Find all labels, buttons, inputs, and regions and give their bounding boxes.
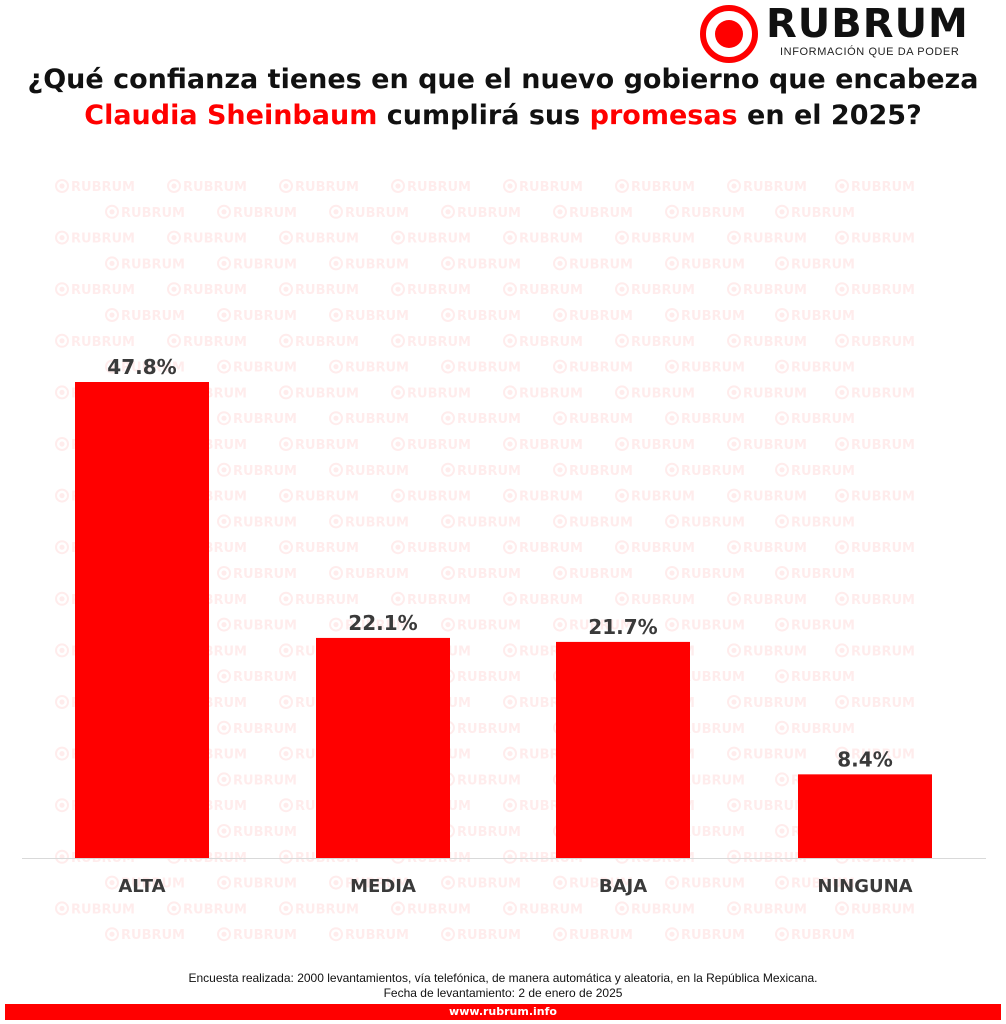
category-label-baja: BAJA xyxy=(599,876,647,897)
footnote-method: Encuesta realizada: 2000 levantamientos,… xyxy=(188,971,818,985)
bar-baja xyxy=(556,641,690,858)
footer-url[interactable]: www.rubrum.info xyxy=(449,1005,557,1018)
title-text-1: ¿Qué confianza tienes en que el nuevo go… xyxy=(27,64,979,95)
bar-alta xyxy=(75,382,209,858)
category-label-ninguna: NINGUNA xyxy=(817,876,912,897)
category-label-media: MEDIA xyxy=(350,876,416,897)
brand-logo: RUBRUM INFORMACIÓN QUE DA PODER xyxy=(700,1,990,63)
logo-wordmark: RUBRUM xyxy=(766,1,969,47)
category-label-alta: ALTA xyxy=(118,876,165,897)
title-text-3: en el 2025? xyxy=(737,100,922,131)
title-text-2: cumplirá sus xyxy=(377,100,590,131)
footnote-date: Fecha de levantamiento: 2 de enero de 20… xyxy=(383,986,623,1000)
title-highlight-promesas: promesas xyxy=(589,100,738,131)
logo-tagline: INFORMACIÓN QUE DA PODER xyxy=(780,46,960,58)
bar-ninguna xyxy=(798,774,932,858)
data-label-ninguna: 8.4% xyxy=(837,747,892,771)
footer-bar: www.rubrum.info xyxy=(5,1004,1001,1020)
chart-title: ¿Qué confianza tienes en que el nuevo go… xyxy=(20,62,986,134)
data-label-alta: 47.8% xyxy=(107,355,176,379)
bar-media xyxy=(316,637,450,858)
logo-target-icon xyxy=(700,5,758,63)
title-highlight-name: Claudia Sheinbaum xyxy=(84,100,378,131)
data-label-media: 22.1% xyxy=(348,611,417,635)
survey-footnote: Encuesta realizada: 2000 levantamientos,… xyxy=(0,971,1006,1001)
data-label-baja: 21.7% xyxy=(588,615,657,639)
